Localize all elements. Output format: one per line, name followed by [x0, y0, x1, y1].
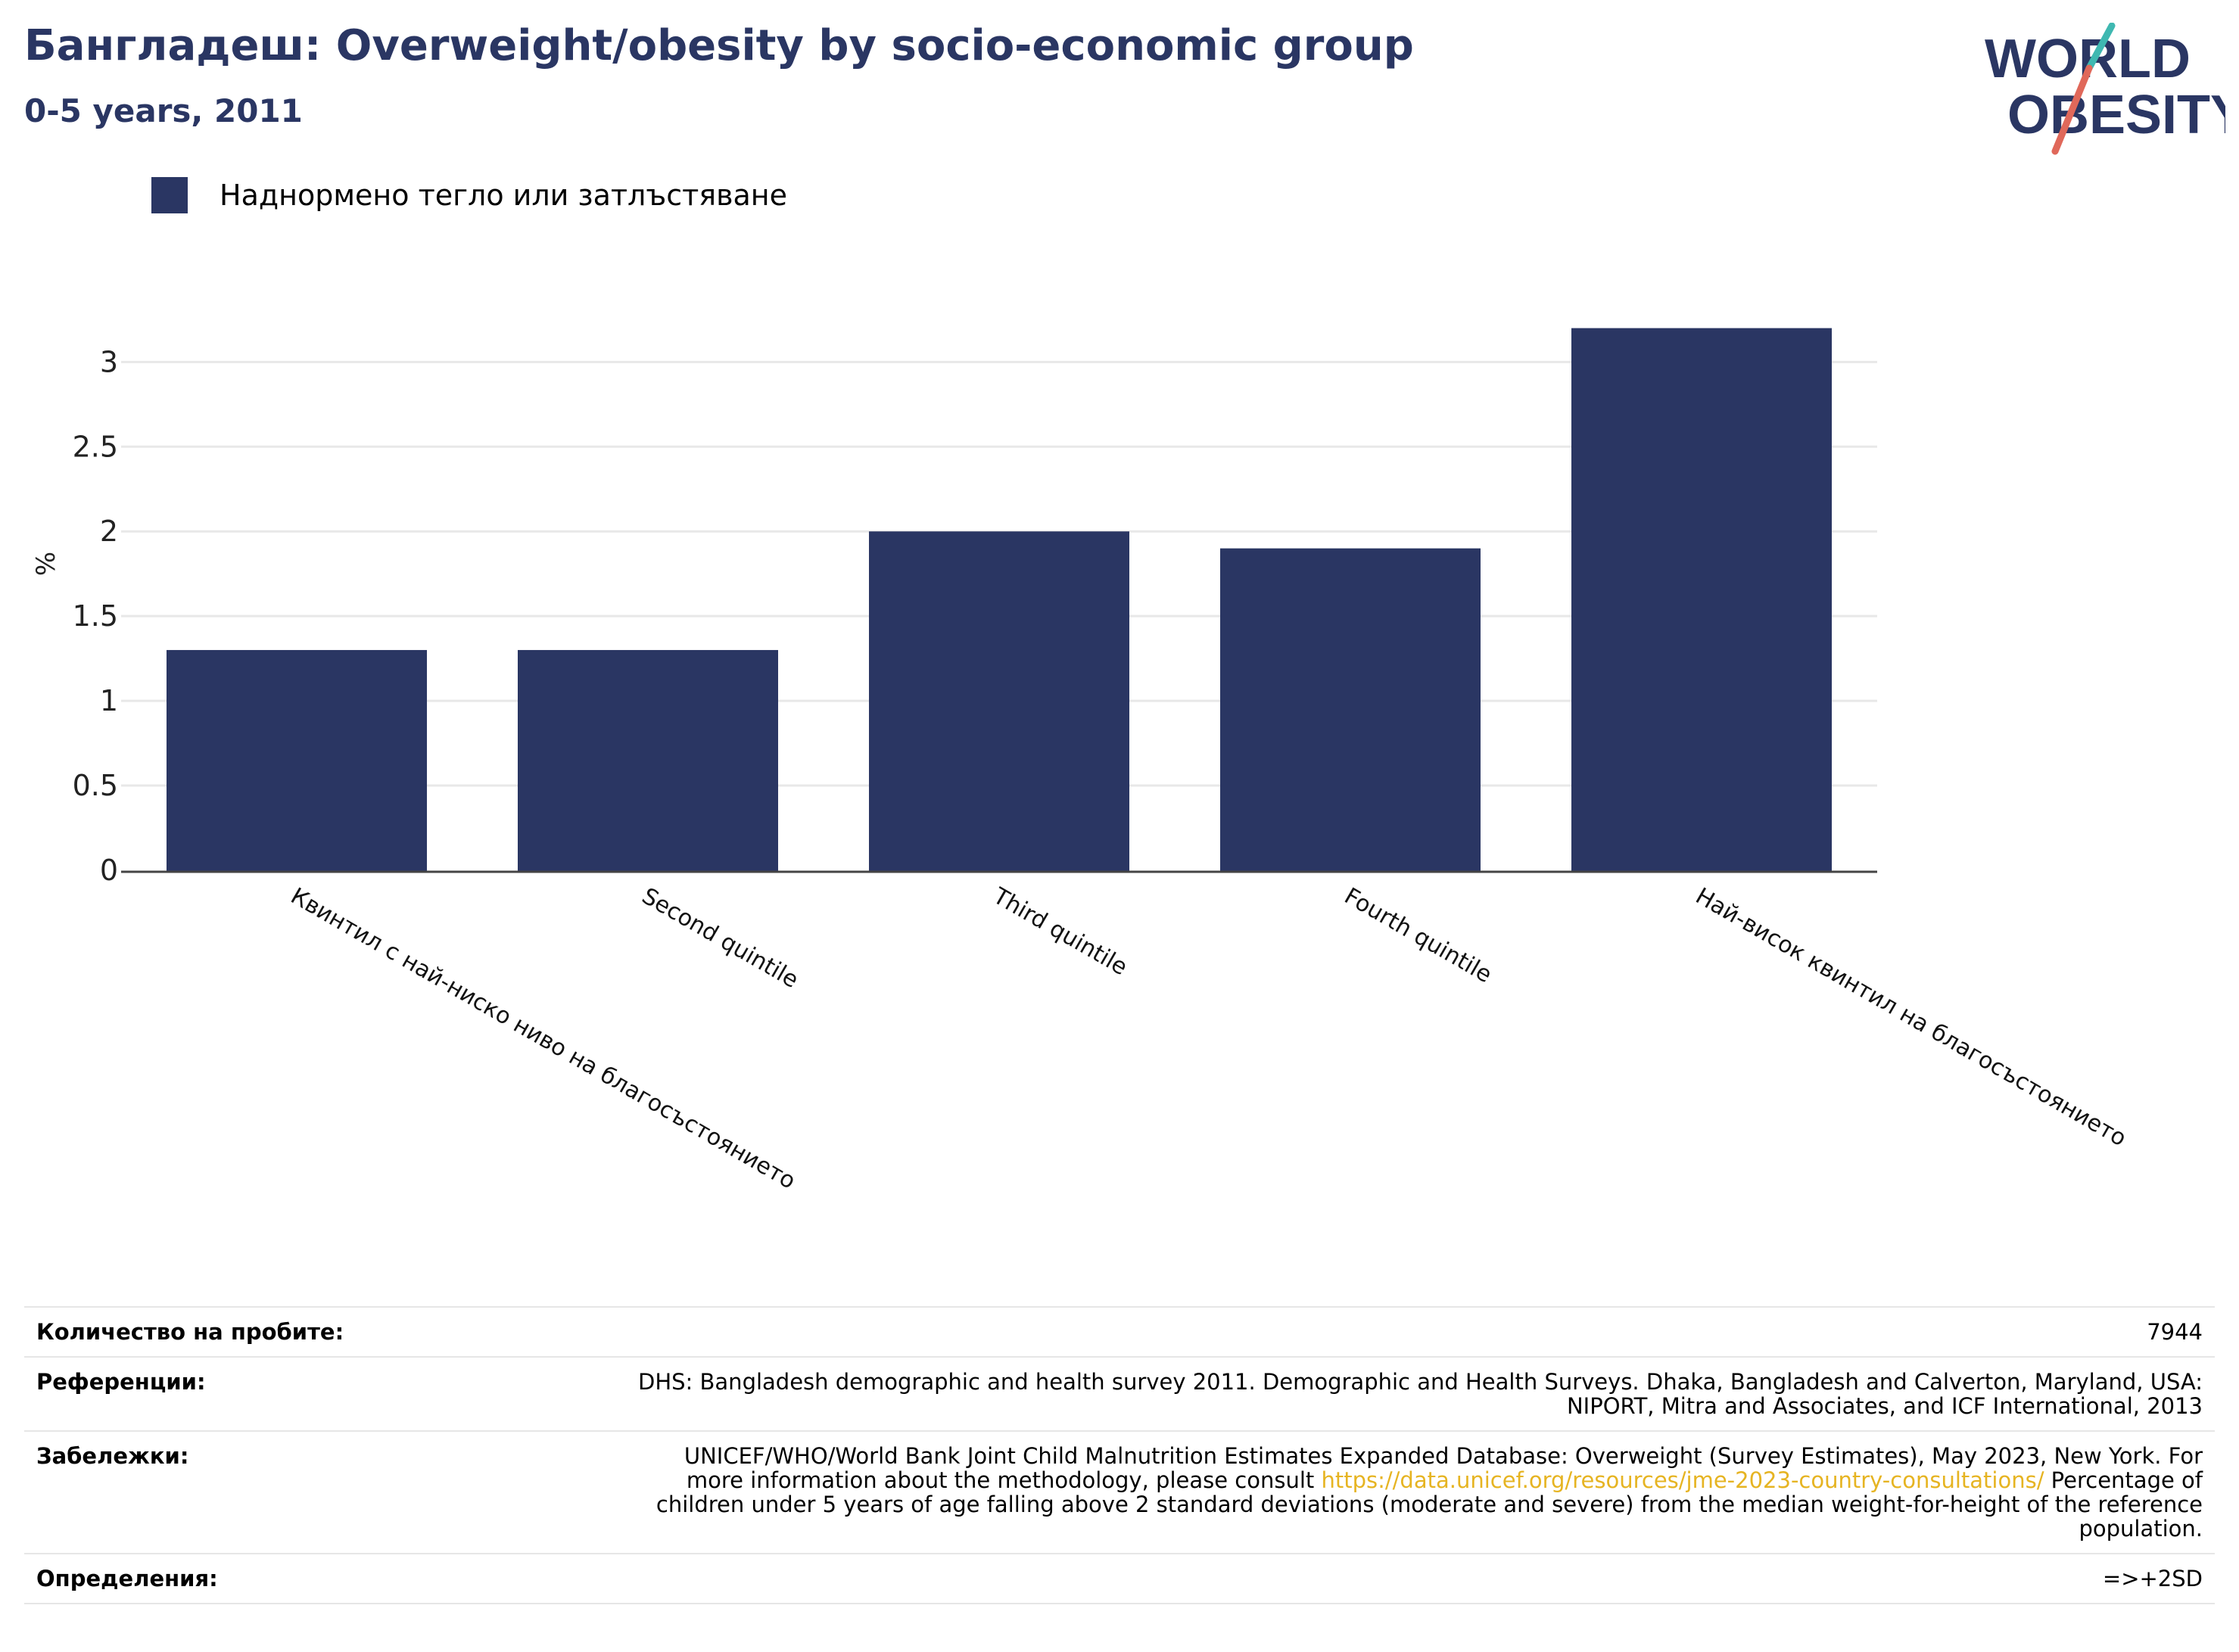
- notes-label: Забележки:: [36, 1443, 189, 1469]
- references-label: Референции:: [36, 1369, 206, 1395]
- y-tick-label: 2.5: [73, 430, 118, 463]
- y-tick-label: 3: [100, 345, 118, 378]
- bar: [869, 531, 1129, 872]
- notes-line-4: population.: [2079, 1516, 2203, 1542]
- methodology-link[interactable]: https://data.unicef.org/resources/jme-20…: [1321, 1467, 2044, 1493]
- definitions-label: Определения:: [36, 1566, 218, 1591]
- references-line-2: NIPORT, Mitra and Associates, and ICF In…: [1566, 1393, 2203, 1419]
- chart-legend: Наднормено тегло или затлъстяване: [151, 177, 787, 213]
- notes-line-2-post: Percentage of: [2044, 1467, 2203, 1493]
- y-tick-label: 2: [100, 515, 118, 548]
- notes-line-2-pre: more information about the methodology, …: [686, 1467, 1322, 1493]
- chart-subtitle: 0-5 years, 2011: [24, 92, 303, 129]
- info-row-references: Референции: DHS: Bangladesh demographic …: [24, 1356, 2215, 1430]
- references-value: DHS: Bangladesh demographic and health s…: [638, 1370, 2203, 1418]
- info-row-sample: Количество на пробите: 7944: [24, 1306, 2215, 1356]
- logo-line2: OBESITY: [2007, 85, 2225, 145]
- bar-chart: 00.511.522.53%Квинтил с най-ниско ниво н…: [31, 328, 2131, 1195]
- logo-slash-teal: [2085, 23, 2116, 72]
- x-tick-label: Най-висок квинтил на благосъстоянието: [1691, 883, 2131, 1153]
- y-axis-label: %: [31, 552, 61, 576]
- definitions-value: =>+2SD: [2102, 1566, 2203, 1591]
- y-tick-label: 1.5: [73, 599, 118, 633]
- info-table: Количество на пробите: 7944 Референции: …: [24, 1306, 2215, 1604]
- y-tick-label: 0: [100, 854, 118, 887]
- y-tick-label: 0.5: [73, 769, 118, 802]
- legend-label: Наднормено тегло или затлъстяване: [220, 179, 787, 212]
- x-tick-label: Fourth quintile: [1340, 883, 1496, 989]
- logo-slash-coral: [2051, 64, 2093, 155]
- notes-value: UNICEF/WHO/World Bank Joint Child Malnut…: [656, 1444, 2203, 1541]
- sample-size-value: 7944: [2147, 1319, 2203, 1345]
- y-tick-label: 1: [100, 684, 118, 717]
- notes-line-3: children under 5 years of age falling ab…: [656, 1492, 2203, 1517]
- bar: [518, 649, 778, 872]
- chart-title: Бангладеш: Overweight/obesity by socio-e…: [24, 21, 1414, 70]
- legend-swatch: [151, 177, 188, 213]
- notes-line-1: UNICEF/WHO/World Bank Joint Child Malnut…: [684, 1443, 2203, 1469]
- bar: [1571, 328, 1832, 872]
- sample-size-label: Количество на пробите:: [36, 1319, 344, 1345]
- info-row-definitions: Определения: =>+2SD: [24, 1553, 2215, 1604]
- x-tick-label: Third quintile: [988, 882, 1132, 981]
- x-tick-label: Second quintile: [637, 883, 803, 994]
- notes-line-2: more information about the methodology, …: [656, 1468, 2203, 1492]
- bar: [167, 649, 427, 872]
- info-row-notes: Забележки: UNICEF/WHO/World Bank Joint C…: [24, 1430, 2215, 1553]
- world-obesity-logo: WORLD OBESITY: [1985, 23, 2225, 155]
- bar: [1220, 548, 1481, 872]
- references-line-1: DHS: Bangladesh demographic and health s…: [637, 1369, 2203, 1395]
